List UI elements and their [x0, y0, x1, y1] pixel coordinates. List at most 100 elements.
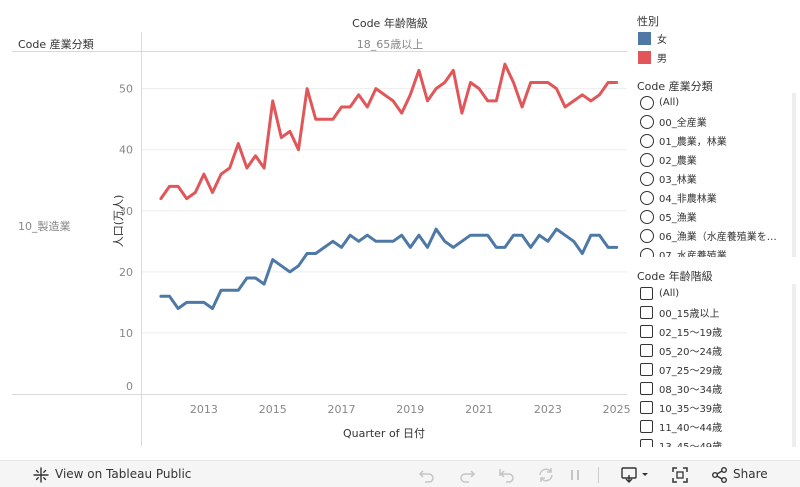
- data-point[interactable]: [536, 232, 542, 238]
- data-point[interactable]: [210, 306, 216, 312]
- data-point[interactable]: [579, 251, 585, 257]
- data-point[interactable]: [304, 251, 310, 257]
- data-point[interactable]: [528, 244, 534, 250]
- data-point[interactable]: [167, 293, 173, 299]
- data-point[interactable]: [588, 232, 594, 238]
- data-point[interactable]: [330, 116, 336, 122]
- share-button[interactable]: Share: [733, 467, 768, 481]
- checkbox-icon[interactable]: [640, 344, 653, 357]
- data-point[interactable]: [167, 183, 173, 189]
- data-point[interactable]: [330, 238, 336, 244]
- checkbox-icon[interactable]: [640, 325, 653, 338]
- age-filter-list[interactable]: (All) 00_15歳以上 02_15～19歳 05_20～24歳 07_25…: [640, 284, 790, 447]
- data-point[interactable]: [424, 98, 430, 104]
- radio-icon[interactable]: [640, 133, 654, 148]
- industry-option[interactable]: 03_林業: [640, 169, 790, 188]
- radio-icon[interactable]: [640, 171, 654, 186]
- data-point[interactable]: [614, 80, 620, 86]
- industry-filter-list[interactable]: (All) 00_全産業 01_農業，林業 02_農業 03_林業 04_非農林…: [640, 93, 790, 257]
- data-point[interactable]: [382, 238, 388, 244]
- data-point[interactable]: [356, 92, 362, 98]
- age-option[interactable]: 13_45～49歳: [640, 436, 790, 447]
- redo-icon[interactable]: [458, 467, 476, 483]
- data-point[interactable]: [502, 61, 508, 67]
- data-point[interactable]: [450, 67, 456, 73]
- industry-option[interactable]: 05_漁業: [640, 207, 790, 226]
- data-point[interactable]: [347, 232, 353, 238]
- data-point[interactable]: [510, 232, 516, 238]
- age-filter-scrollbar[interactable]: [792, 284, 796, 447]
- data-point[interactable]: [304, 86, 310, 92]
- age-option[interactable]: 02_15～19歳: [640, 322, 790, 341]
- radio-icon[interactable]: [640, 152, 654, 167]
- line-chart[interactable]: 0 10 20 30 40 50 2013 2015 2017 2019 2021 2023 2025…: [0, 0, 630, 460]
- download-icon[interactable]: [620, 466, 652, 484]
- data-point[interactable]: [493, 98, 499, 104]
- refresh-icon[interactable]: [536, 467, 556, 483]
- data-point[interactable]: [407, 244, 413, 250]
- industry-option[interactable]: 02_農業: [640, 150, 790, 169]
- data-point[interactable]: [571, 98, 577, 104]
- data-point[interactable]: [270, 98, 276, 104]
- data-point[interactable]: [416, 67, 422, 73]
- data-point[interactable]: [210, 189, 216, 195]
- age-option[interactable]: 05_20～24歳: [640, 341, 790, 360]
- data-point[interactable]: [270, 257, 276, 263]
- data-point[interactable]: [253, 153, 259, 159]
- data-point[interactable]: [390, 238, 396, 244]
- data-point[interactable]: [175, 306, 181, 312]
- data-point[interactable]: [407, 92, 413, 98]
- data-point[interactable]: [485, 98, 491, 104]
- data-point[interactable]: [519, 104, 525, 110]
- checkbox-icon[interactable]: [640, 439, 653, 447]
- industry-option-all[interactable]: (All): [640, 93, 790, 112]
- data-point[interactable]: [536, 80, 542, 86]
- data-point[interactable]: [278, 263, 284, 269]
- legend-item-male[interactable]: 男: [638, 48, 667, 67]
- data-point[interactable]: [218, 171, 224, 177]
- age-option[interactable]: 00_15歳以上: [640, 303, 790, 322]
- data-point[interactable]: [614, 244, 620, 250]
- industry-option[interactable]: 06_漁業（水産養殖業を…: [640, 226, 790, 245]
- data-point[interactable]: [364, 232, 370, 238]
- data-point[interactable]: [596, 92, 602, 98]
- radio-icon[interactable]: [640, 190, 654, 205]
- data-point[interactable]: [528, 80, 534, 86]
- data-point[interactable]: [227, 165, 233, 171]
- data-point[interactable]: [339, 244, 345, 250]
- data-point[interactable]: [433, 86, 439, 92]
- data-point[interactable]: [244, 165, 250, 171]
- data-point[interactable]: [347, 104, 353, 110]
- age-option[interactable]: 07_25～29歳: [640, 360, 790, 379]
- data-point[interactable]: [493, 244, 499, 250]
- data-point[interactable]: [467, 80, 473, 86]
- data-point[interactable]: [339, 104, 345, 110]
- data-point[interactable]: [424, 244, 430, 250]
- data-point[interactable]: [313, 116, 319, 122]
- pause-icon[interactable]: [568, 467, 582, 483]
- data-point[interactable]: [588, 98, 594, 104]
- data-point[interactable]: [158, 293, 164, 299]
- data-point[interactable]: [261, 281, 267, 287]
- radio-icon[interactable]: [640, 247, 654, 257]
- industry-option[interactable]: 01_農業，林業: [640, 131, 790, 150]
- data-point[interactable]: [184, 196, 190, 202]
- data-point[interactable]: [510, 80, 516, 86]
- data-point[interactable]: [158, 196, 164, 202]
- data-point[interactable]: [373, 238, 379, 244]
- checkbox-icon[interactable]: [640, 401, 653, 414]
- share-icon[interactable]: [711, 466, 729, 484]
- data-point[interactable]: [390, 98, 396, 104]
- data-point[interactable]: [442, 80, 448, 86]
- radio-icon[interactable]: [640, 95, 654, 110]
- data-point[interactable]: [399, 110, 405, 116]
- data-point[interactable]: [201, 171, 207, 177]
- data-point[interactable]: [278, 135, 284, 141]
- data-point[interactable]: [571, 238, 577, 244]
- data-point[interactable]: [519, 232, 525, 238]
- fullscreen-icon[interactable]: [671, 466, 689, 484]
- data-point[interactable]: [201, 299, 207, 305]
- data-point[interactable]: [605, 80, 611, 86]
- data-point[interactable]: [545, 80, 551, 86]
- data-point[interactable]: [244, 275, 250, 281]
